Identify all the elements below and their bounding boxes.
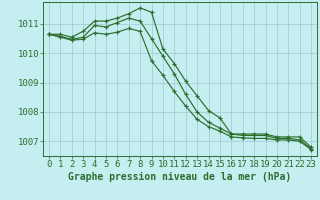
X-axis label: Graphe pression niveau de la mer (hPa): Graphe pression niveau de la mer (hPa) <box>68 172 292 182</box>
